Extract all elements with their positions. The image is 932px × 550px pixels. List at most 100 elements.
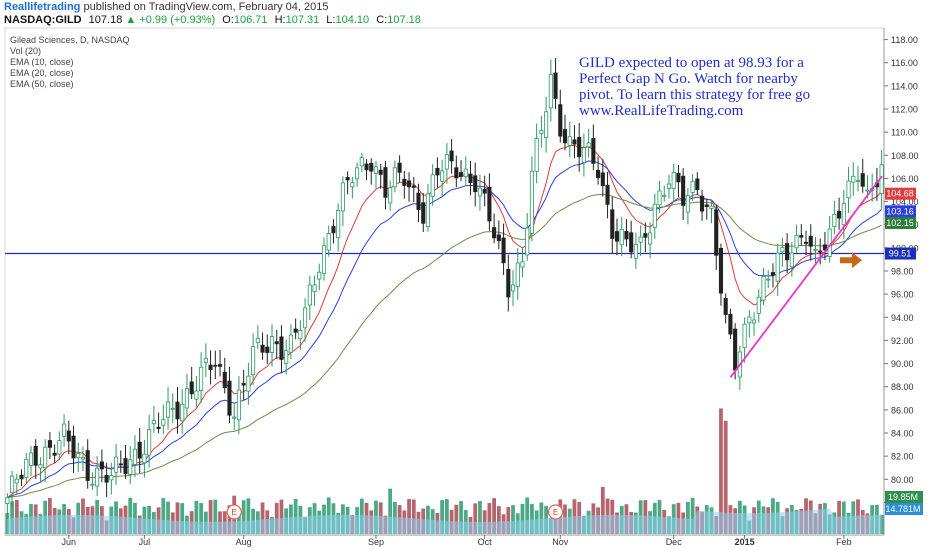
price-tick-label: 112.00 — [891, 105, 918, 115]
candle-body — [534, 138, 539, 172]
candle-body — [232, 416, 237, 419]
candle-body — [775, 252, 780, 282]
candle-body — [837, 210, 842, 219]
volume-bar — [685, 501, 690, 534]
price-tick-label: 84.00 — [891, 429, 914, 439]
candle-body — [383, 167, 388, 198]
candle-body — [303, 307, 308, 329]
candle-body — [128, 459, 133, 475]
volume-bar — [411, 499, 416, 534]
volume-label-box — [885, 503, 923, 515]
candle-body — [666, 183, 672, 189]
candle-body — [733, 328, 738, 371]
candle-body — [657, 190, 662, 206]
candle-body — [222, 371, 227, 389]
candle-body — [506, 268, 511, 298]
candle-body — [780, 247, 785, 253]
candle-body — [28, 452, 34, 466]
candle-body — [515, 262, 520, 287]
candle-body — [199, 366, 204, 392]
volume-bar — [180, 503, 185, 534]
legend-line: Gilead Sciences, D, NASDAQ — [10, 35, 130, 45]
volume-bar — [496, 506, 501, 534]
price-tick-label: 86.00 — [891, 405, 914, 415]
close-label: C: — [376, 14, 388, 26]
candle-body — [761, 276, 766, 301]
candle-body — [751, 319, 757, 324]
candle-body — [789, 252, 794, 268]
volume-bar — [506, 507, 511, 534]
candle-body — [544, 111, 549, 139]
candle-body — [822, 244, 827, 251]
candle-body — [695, 178, 700, 191]
candle-body — [104, 474, 109, 483]
volume-bar — [10, 501, 14, 534]
candle-body — [454, 167, 459, 179]
candle-body — [355, 167, 360, 180]
volume-bar — [128, 497, 133, 534]
ema-10-line — [7, 144, 882, 499]
annotation-line: Perfect Gap N Go. Watch for nearby — [579, 71, 798, 87]
earnings-marker-label: E — [232, 508, 237, 517]
candle-body — [189, 381, 194, 395]
low-value: 104.10 — [335, 14, 370, 26]
volume-bar — [459, 501, 463, 534]
candle-body — [114, 456, 119, 473]
volume-bar — [723, 420, 728, 534]
candle-body — [10, 475, 15, 494]
candle-body — [246, 375, 251, 392]
volume-bar — [5, 513, 10, 534]
earnings-marker-label: E — [553, 508, 558, 517]
candle-body — [274, 341, 279, 345]
candle-body — [307, 284, 312, 306]
grid — [4, 27, 885, 536]
candle-body — [241, 383, 246, 386]
candle-body — [440, 170, 445, 182]
candle-body — [539, 130, 544, 134]
candle-body — [208, 364, 213, 370]
close-value: 107.18 — [387, 14, 421, 26]
last-price: 107.18 — [88, 14, 123, 26]
time-tick-label: Dec — [666, 537, 683, 547]
uptrend-line — [729, 175, 883, 378]
candle-body — [482, 188, 487, 194]
candle-body — [407, 180, 412, 188]
price-label-text: 102.15 — [886, 218, 914, 228]
candle-body — [161, 419, 166, 426]
candle-body — [392, 167, 397, 188]
candle-body — [614, 231, 620, 242]
time-tick-label: Nov — [552, 537, 569, 547]
volume-bar — [492, 498, 497, 534]
candle-body — [359, 157, 364, 167]
annotation-line: GILD expected to open at 98.93 for a — [579, 55, 804, 71]
volume-ma-area — [7, 508, 882, 534]
candle-body — [581, 147, 586, 163]
candle-body — [80, 457, 86, 460]
price-tick-label: 116.00 — [891, 58, 918, 68]
axes: 78.0080.0082.0084.0086.0088.0090.0092.00… — [62, 35, 923, 547]
price-tick-label: 88.00 — [891, 382, 914, 392]
legend-line: EMA (50, close) — [10, 79, 74, 89]
candle-body — [794, 235, 799, 249]
time-tick-label: Jul — [139, 537, 151, 547]
candle-body — [723, 298, 728, 315]
volume-bar — [14, 500, 19, 534]
open-label: O: — [222, 14, 234, 26]
time-tick-label: 2015 — [735, 537, 755, 547]
volume-label-box — [885, 491, 923, 503]
symbol-label[interactable]: NASDAQ:GILD — [4, 14, 82, 26]
candle-body — [109, 475, 114, 481]
price-label-box — [885, 216, 916, 229]
volume-bar — [511, 505, 515, 534]
volume-label-text: 14.781M — [885, 504, 920, 514]
candle-body — [331, 226, 336, 234]
published-text: published on TradingView.com, February 0… — [83, 1, 329, 13]
author-link[interactable]: Reallifetrading — [4, 1, 81, 13]
candle-body — [326, 233, 331, 251]
volume-bar — [444, 499, 449, 534]
candle-body — [600, 172, 605, 187]
earnings-marker — [226, 504, 242, 520]
candle-body — [236, 389, 241, 421]
candle-body — [553, 72, 558, 99]
